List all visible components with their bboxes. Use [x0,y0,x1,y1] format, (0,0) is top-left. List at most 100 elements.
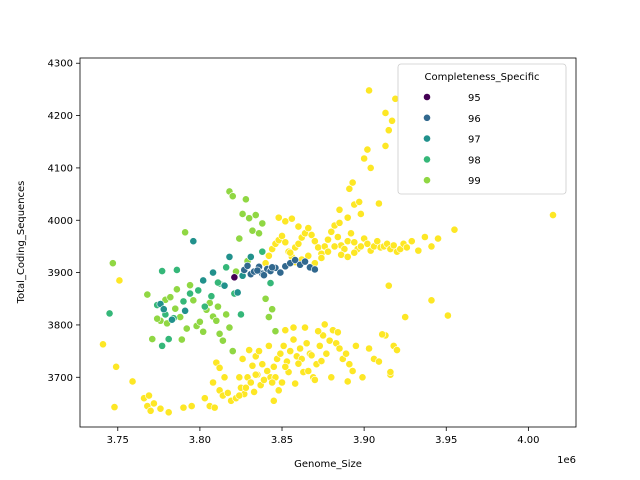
data-point-100 [350,248,359,257]
data-point-100 [389,241,398,250]
legend-marker [423,113,431,122]
data-point-100 [384,281,393,290]
data-point-100 [345,360,354,369]
data-point-98 [105,309,114,318]
data-point-100 [289,335,298,344]
data-point-100 [281,362,290,371]
y-tick-label: 3900 [48,268,73,279]
legend-entry-label: 95 [468,93,481,104]
data-point-100 [355,198,364,206]
data-point-100 [356,242,365,251]
legend-entry-label: 97 [468,135,481,146]
data-point-97 [168,315,176,324]
data-point-99 [264,313,273,321]
data-point-99 [238,210,247,218]
data-point-100 [255,347,263,356]
data-point-100 [386,368,395,376]
data-point-100 [345,184,354,193]
data-point-100 [286,248,295,257]
y-tick-label: 4300 [48,59,73,70]
legend-entry-label: 99 [468,176,481,187]
x-tick-label: 3.75 [107,435,129,446]
data-point-100 [335,344,344,353]
data-point-100 [342,349,350,358]
data-point-100 [549,211,557,219]
data-point-100 [348,178,357,187]
data-point-100 [291,379,300,388]
data-point-98 [237,310,245,319]
data-point-100 [274,386,283,395]
data-point-99 [245,214,254,223]
legend-marker [423,176,431,185]
data-point-100 [324,247,332,256]
data-point-100 [443,311,452,320]
data-point-100 [330,242,339,251]
data-point-98 [158,267,167,275]
data-point-99 [228,347,237,356]
data-point-100 [373,237,382,246]
legend-marker [423,155,431,164]
data-point-100 [246,378,255,387]
data-point-100 [200,394,209,403]
data-point-100 [279,341,288,350]
data-point-100 [294,359,303,368]
data-point-100 [215,363,224,372]
legend-marker [423,93,431,101]
data-point-100 [325,336,334,345]
data-point-100 [307,231,316,239]
data-point-99 [228,192,237,201]
data-point-96 [310,265,319,274]
data-point-100 [324,235,332,244]
data-point-100 [281,238,290,247]
y-tick-label: 3800 [48,320,73,331]
data-point-100 [360,154,369,163]
data-point-99 [222,310,231,319]
data-point-100 [375,357,383,366]
legend-box [397,63,567,195]
data-point-98 [200,302,209,311]
data-point-100 [235,391,244,400]
data-point-98 [258,247,267,256]
data-point-96 [301,257,309,266]
data-point-100 [315,341,324,350]
data-point-99 [241,195,250,204]
data-point-100 [421,233,429,241]
data-point-99 [143,290,152,299]
data-point-97 [199,276,208,285]
data-point-100 [393,346,401,354]
data-point-97 [220,281,229,290]
data-point-100 [263,367,272,375]
legend-entry-label: 98 [468,155,481,166]
data-point-99 [218,336,227,345]
data-point-98 [186,289,194,298]
data-point-100 [281,217,290,226]
data-point-99 [225,323,234,332]
data-point-100 [365,344,373,353]
data-point-100 [289,323,298,332]
data-point-100 [286,347,295,356]
data-point-99 [182,324,191,333]
data-point-100 [320,320,329,329]
data-point-99 [248,226,257,235]
data-point-98 [179,297,188,306]
data-point-100 [251,370,260,379]
data-point-100 [350,238,359,247]
data-point-100 [322,349,331,358]
data-point-100 [363,239,372,248]
data-point-100 [264,251,273,260]
data-point-100 [209,378,217,387]
data-point-99 [215,329,224,338]
data-point-99 [186,281,194,290]
data-point-100 [164,408,173,417]
data-point-100 [245,346,254,354]
data-point-96 [276,268,285,277]
data-point-97 [209,268,217,277]
data-point-100 [310,375,319,384]
data-point-99 [214,302,222,311]
data-point-100 [179,403,188,412]
data-point-100 [343,237,352,246]
data-point-97 [189,237,198,246]
data-point-100 [187,402,196,410]
data-point-100 [281,326,290,335]
data-point-99 [212,316,221,325]
